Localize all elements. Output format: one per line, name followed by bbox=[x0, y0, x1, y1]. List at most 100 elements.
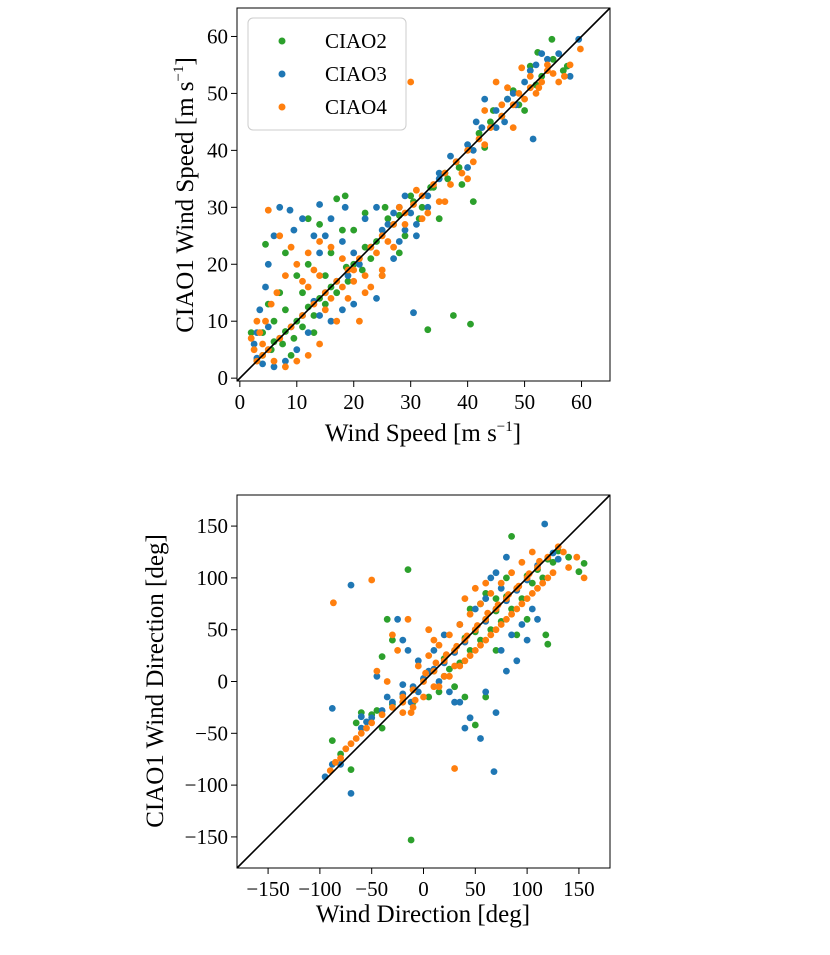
wind-speed-point-ciao3-56 bbox=[492, 107, 500, 114]
wind-speed-point-ciao3-10 bbox=[469, 147, 477, 154]
wind-direction-point-ciao2-56 bbox=[544, 640, 552, 648]
wind-direction-point-ciao3-58 bbox=[383, 693, 391, 701]
wind-speed-point-ciao4-6 bbox=[518, 64, 526, 72]
wind-speed-point-ciao4-54 bbox=[469, 158, 477, 166]
wind-speed-point-ciao3-64 bbox=[304, 329, 312, 336]
wind-speed-point-ciao3-18 bbox=[390, 209, 397, 217]
wind-direction-chart: −150 −100 −50 0 50 100 150 −150 −100 −50 0 50 100 15… bbox=[142, 494, 611, 928]
wind-speed-point-ciao2-35 bbox=[287, 352, 295, 359]
wind-speed-point-ciao4-49 bbox=[413, 186, 420, 194]
wind-speed-point-ciao4-39 bbox=[304, 249, 312, 257]
wind-direction-point-ciao4-51 bbox=[487, 590, 495, 597]
wind-direction-point-ciao4-85 bbox=[411, 696, 419, 704]
wind-speed-x-tick-label: 40 bbox=[457, 390, 478, 414]
wind-speed-x-ticks: 0 10 20 30 40 50 60 bbox=[235, 381, 592, 414]
wind-direction-point-ciao2-29 bbox=[404, 566, 412, 573]
wind-speed-point-ciao2-81 bbox=[549, 55, 557, 63]
wind-speed-point-ciao4-40 bbox=[316, 238, 323, 245]
wind-speed-point-ciao2-23 bbox=[333, 195, 341, 203]
wind-speed-point-ciao3-52 bbox=[435, 169, 443, 177]
wind-direction-point-ciao2-57 bbox=[523, 615, 531, 623]
wind-direction-point-ciao4-10 bbox=[389, 704, 396, 711]
wind-direction-y-tick-label: −150 bbox=[185, 825, 228, 849]
wind-direction-point-ciao3-5 bbox=[368, 714, 376, 722]
wind-direction-point-ciao4-56 bbox=[389, 631, 396, 639]
wind-speed-point-ciao4-5 bbox=[526, 72, 534, 80]
wind-speed-point-ciao4-98 bbox=[544, 61, 551, 69]
legend-marker-ciao4 bbox=[278, 103, 286, 111]
wind-direction-y-axis-title: CIAO1 Wind Direction [deg] bbox=[142, 534, 169, 828]
wind-speed-point-ciao2-37 bbox=[450, 312, 457, 319]
wind-direction-point-ciao3-25 bbox=[357, 713, 365, 721]
wind-speed-point-ciao2-71 bbox=[293, 272, 301, 279]
wind-direction-point-ciao4-63 bbox=[420, 693, 427, 701]
wind-speed-point-ciao4-0 bbox=[577, 45, 584, 53]
wind-speed-point-ciao3-9 bbox=[472, 118, 480, 126]
wind-speed-point-ciao2-30 bbox=[321, 272, 329, 279]
wind-direction-point-ciao3-22 bbox=[541, 520, 549, 528]
wind-direction-point-ciao3-48 bbox=[508, 631, 515, 639]
wind-direction-point-ciao4-54 bbox=[518, 558, 526, 566]
wind-direction-x-tick-label: 0 bbox=[418, 877, 429, 901]
wind-speed-point-ciao4-84 bbox=[339, 283, 346, 291]
wind-direction-point-ciao3-42 bbox=[503, 667, 510, 675]
wind-direction-point-ciao4-52 bbox=[497, 579, 505, 587]
wind-speed-point-ciao2-24 bbox=[282, 249, 289, 257]
wind-direction-point-ciao2-48 bbox=[471, 721, 479, 729]
wind-speed-point-ciao4-56 bbox=[492, 78, 500, 86]
wind-direction-point-ciao4-74 bbox=[534, 584, 541, 592]
legend-label-ciao4: CIAO4 bbox=[325, 95, 387, 119]
wind-direction-point-ciao4-59 bbox=[373, 667, 381, 675]
wind-direction-point-ciao2-25 bbox=[565, 553, 572, 561]
wind-direction-x-axis-title: Wind Direction [deg] bbox=[316, 901, 530, 928]
wind-direction-y-tick-label: 100 bbox=[197, 566, 229, 590]
wind-direction-point-ciao2-44 bbox=[528, 579, 536, 587]
wind-speed-point-ciao4-75 bbox=[293, 357, 301, 365]
wind-speed-y-axis-title: CIAO1 Wind Speed [m s−1] bbox=[171, 57, 199, 333]
wind-direction-point-ciao2-1 bbox=[328, 737, 336, 744]
wind-speed-point-ciao2-57 bbox=[247, 329, 255, 336]
wind-speed-point-ciao4-41 bbox=[327, 243, 335, 251]
wind-direction-point-ciao2-26 bbox=[347, 766, 355, 773]
wind-speed-point-ciao4-87 bbox=[378, 266, 386, 274]
wind-speed-point-ciao2-39 bbox=[435, 215, 443, 223]
wind-direction-point-ciao4-89 bbox=[453, 642, 461, 650]
wind-speed-point-ciao3-66 bbox=[327, 317, 335, 325]
wind-direction-point-ciao2-50 bbox=[451, 683, 458, 691]
legend-label-ciao3: CIAO3 bbox=[325, 62, 387, 86]
wind-direction-point-ciao4-46 bbox=[435, 641, 443, 649]
wind-speed-point-ciao4-96 bbox=[521, 95, 528, 103]
wind-direction-point-ciao3-50 bbox=[414, 688, 422, 696]
wind-speed-point-ciao3-11 bbox=[464, 164, 471, 171]
wind-direction-point-ciao3-27 bbox=[394, 615, 401, 623]
wind-speed-y-tick-label: 10 bbox=[207, 309, 228, 333]
wind-direction-point-ciao2-42 bbox=[508, 605, 515, 613]
wind-direction-point-ciao4-40 bbox=[518, 600, 526, 608]
wind-direction-point-ciao4-75 bbox=[544, 574, 552, 582]
wind-speed-point-ciao3-70 bbox=[270, 363, 278, 371]
wind-speed-point-ciao4-85 bbox=[350, 277, 358, 285]
wind-speed-point-ciao3-55 bbox=[478, 124, 486, 131]
wind-speed-point-ciao3-8 bbox=[481, 95, 489, 103]
wind-speed-identity-line-group bbox=[236, 7, 611, 382]
wind-direction-point-ciao4-57 bbox=[404, 615, 412, 623]
wind-direction-point-ciao3-45 bbox=[534, 615, 541, 623]
wind-speed-y-ticks: 0 10 20 30 40 50 60 bbox=[207, 24, 237, 390]
wind-direction-point-ciao4-4 bbox=[337, 754, 344, 762]
wind-speed-point-ciao4-60 bbox=[538, 78, 546, 86]
wind-direction-point-ciao3-38 bbox=[490, 768, 498, 775]
wind-speed-point-ciao2-59 bbox=[282, 306, 289, 314]
wind-direction-point-ciao4-39 bbox=[508, 610, 515, 618]
wind-direction-point-ciao2-58 bbox=[513, 631, 521, 639]
wind-speed-point-ciao3-15 bbox=[413, 232, 420, 240]
wind-speed-point-ciao4-48 bbox=[407, 78, 415, 86]
wind-direction-point-ciao3-41 bbox=[451, 698, 458, 706]
wind-speed-point-ciao2-45 bbox=[401, 232, 409, 240]
wind-direction-point-ciao3-54 bbox=[487, 574, 495, 582]
wind-direction-point-ciao4-70 bbox=[492, 626, 500, 634]
wind-direction-point-ciao4-76 bbox=[352, 735, 360, 742]
wind-speed-point-ciao3-48 bbox=[384, 221, 392, 228]
wind-speed-point-ciao2-4 bbox=[559, 67, 567, 74]
wind-direction-point-ciao4-66 bbox=[451, 662, 458, 670]
